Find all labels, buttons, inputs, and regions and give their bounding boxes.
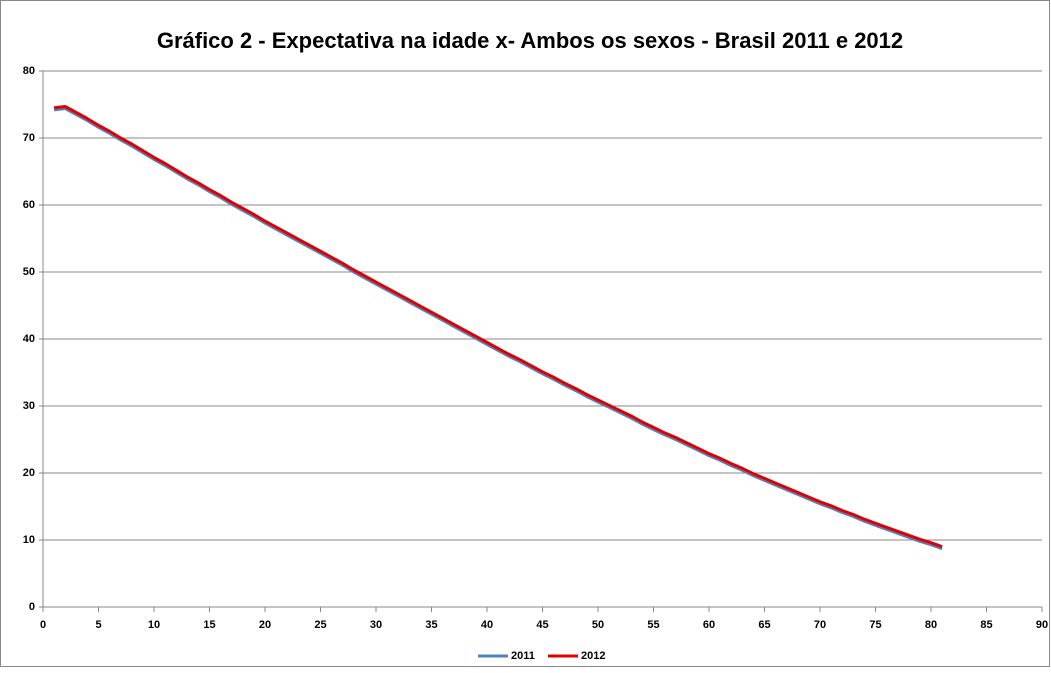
y-tick-label: 60 xyxy=(23,199,35,211)
x-tick-label: 55 xyxy=(647,619,659,631)
y-tick-label: 20 xyxy=(23,467,35,479)
x-tick-label: 90 xyxy=(1036,619,1048,631)
legend-label: 2012 xyxy=(581,650,605,662)
x-tick-label: 70 xyxy=(814,619,826,631)
x-tick-label: 45 xyxy=(536,619,548,631)
x-tick-label: 80 xyxy=(925,619,937,631)
x-tick-label: 85 xyxy=(980,619,992,631)
x-tick-label: 60 xyxy=(703,619,715,631)
y-tick-label: 40 xyxy=(23,333,35,345)
series-line xyxy=(53,107,943,551)
x-tick-label: 65 xyxy=(758,619,770,631)
y-tick-label: 80 xyxy=(23,65,35,77)
x-tick-label: 0 xyxy=(40,619,46,631)
chart-title: Gráfico 2 - Expectativa na idade x- Ambo… xyxy=(157,28,903,53)
legend-label: 2011 xyxy=(511,650,535,662)
x-tick-label: 50 xyxy=(592,619,604,631)
y-tick-label: 0 xyxy=(29,601,35,613)
y-tick-label: 10 xyxy=(23,534,35,546)
x-tick-label: 75 xyxy=(869,619,881,631)
y-tick-label: 50 xyxy=(23,266,35,278)
x-tick-label: 25 xyxy=(314,619,326,631)
x-tick-label: 30 xyxy=(370,619,382,631)
x-tick-label: 5 xyxy=(95,619,101,631)
x-tick-label: 15 xyxy=(203,619,215,631)
x-tick-label: 40 xyxy=(481,619,493,631)
series-line xyxy=(53,105,943,549)
y-tick-label: 30 xyxy=(23,400,35,412)
x-tick-label: 20 xyxy=(259,619,271,631)
y-tick-label: 70 xyxy=(23,132,35,144)
x-tick-label: 10 xyxy=(148,619,160,631)
x-tick-label: 35 xyxy=(425,619,437,631)
